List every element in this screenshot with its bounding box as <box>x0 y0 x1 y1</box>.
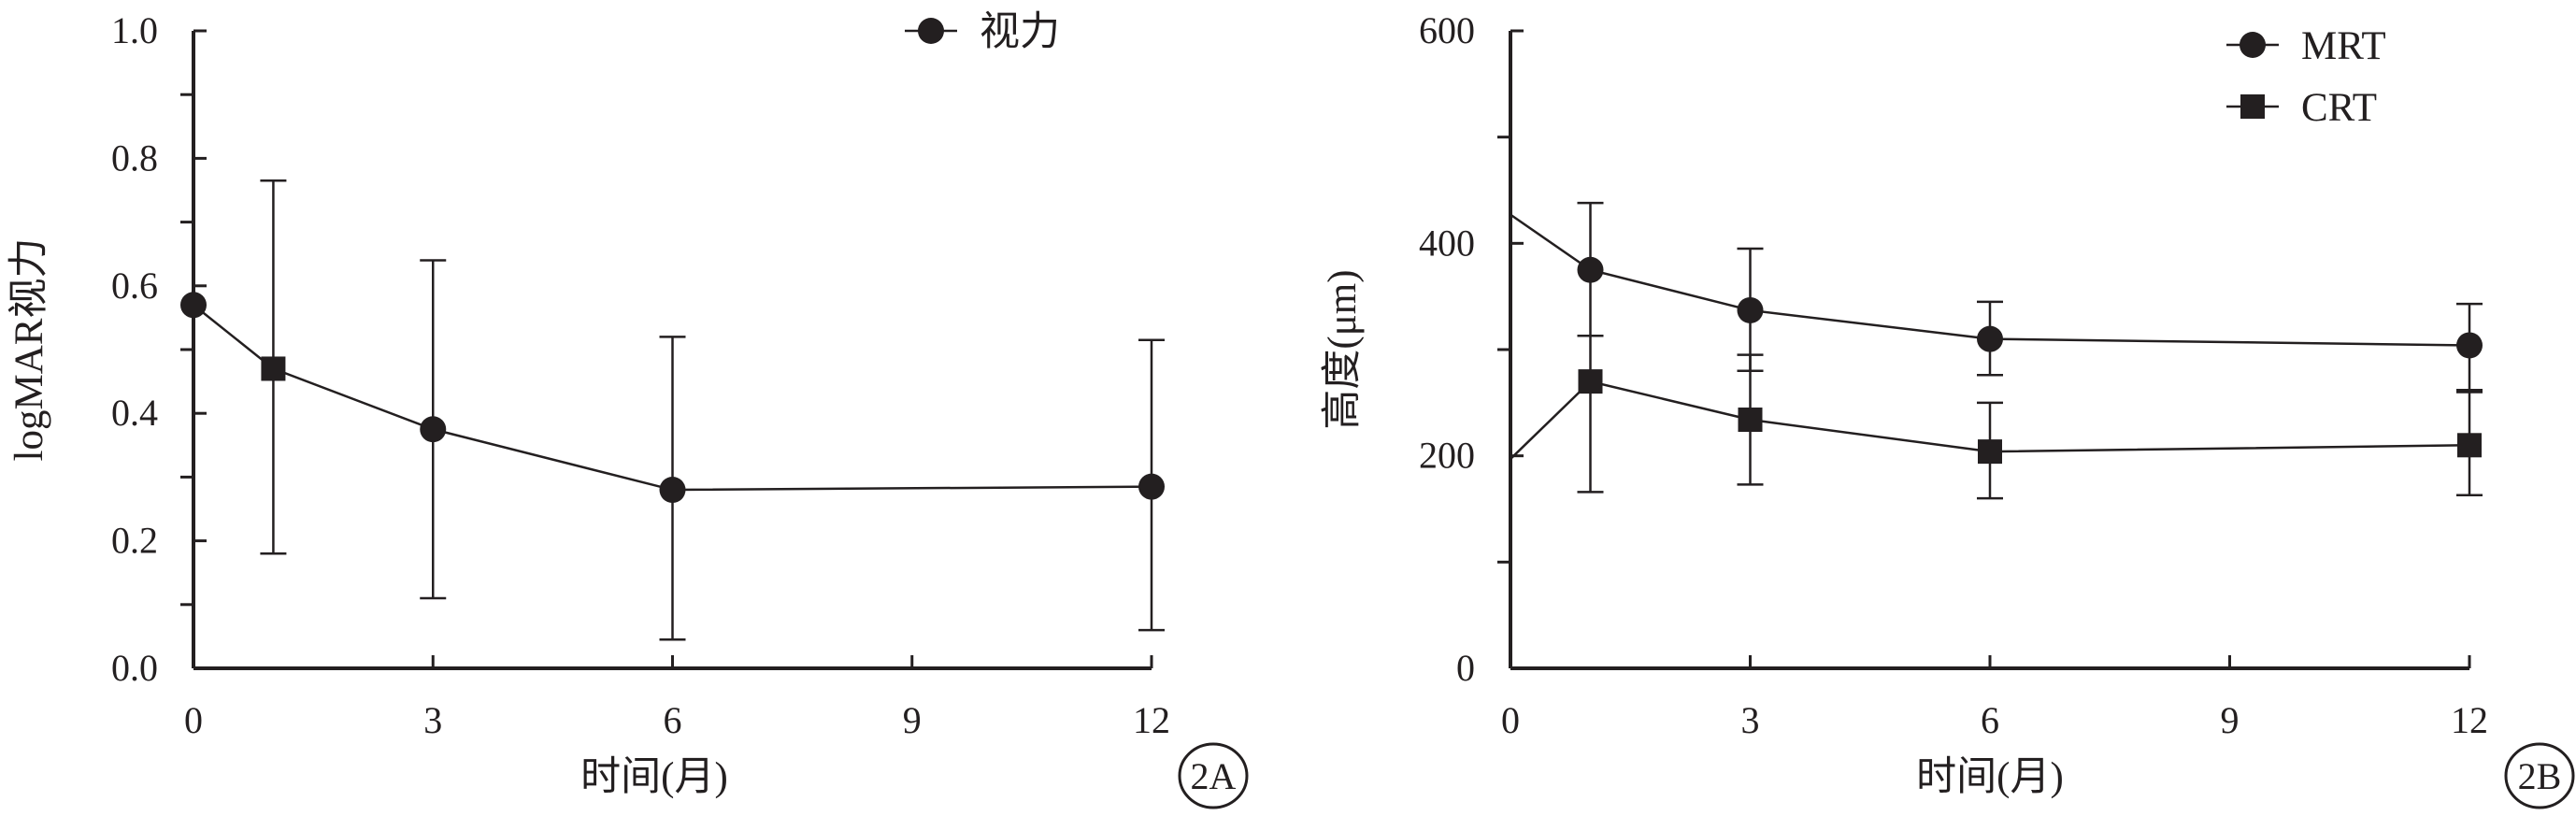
data-point <box>659 477 686 504</box>
legend-marker <box>2240 94 2265 119</box>
chart-panel-a: 0.0 0.2 0.4 0.6 0.8 1.0 0 3 6 9 12 时间(月) logMAR视力 2A 视… <box>7 9 1249 809</box>
data-point <box>1737 296 1764 323</box>
legend-marker <box>918 18 944 44</box>
data-point <box>1577 256 1604 283</box>
y-axis-title: 高度(μm) <box>1321 269 1365 429</box>
x-tick-label: 9 <box>903 699 922 741</box>
x-tick-label: 3 <box>423 699 442 741</box>
y-tick-label: 200 <box>1419 435 1475 477</box>
panel-badge-label: 2B <box>2518 755 2562 797</box>
y-tick-label: 1.0 <box>111 9 158 51</box>
x-tick-label: 6 <box>664 699 682 741</box>
x-tick-label: 0 <box>1501 699 1520 741</box>
y-tick-label: 0.4 <box>111 392 158 434</box>
data-point <box>1978 439 2002 465</box>
panel-badge-circle <box>1178 742 1249 809</box>
series-1: MRT <box>1510 24 2483 392</box>
y-tick-label: 0 <box>1456 647 1475 689</box>
y-axis-title: logMAR视力 <box>7 238 51 462</box>
legend-label: 视力 <box>980 10 1060 54</box>
x-tick-label: 0 <box>184 699 203 741</box>
y-tick-label: 0.0 <box>111 647 158 689</box>
panel-badge-circle <box>2504 742 2575 809</box>
y-tick-label: 400 <box>1419 222 1475 264</box>
y-tick-label: 600 <box>1419 9 1475 51</box>
data-point <box>1738 408 1763 433</box>
series-2: CRT <box>1510 86 2483 500</box>
legend-marker <box>2240 32 2266 58</box>
data-point <box>420 416 447 443</box>
panel-badge-label: 2A <box>1191 755 1237 797</box>
x-axis-title: 时间(月) <box>580 755 728 799</box>
x-tick-label: 12 <box>2451 699 2488 741</box>
data-point <box>2457 433 2482 458</box>
x-tick-label: 6 <box>1981 699 1999 741</box>
legend-label: CRT <box>2301 86 2377 130</box>
x-tick-label: 3 <box>1741 699 1760 741</box>
x-tick-label: 12 <box>1133 699 1170 741</box>
data-point <box>2456 332 2483 359</box>
data-point <box>180 292 207 319</box>
data-point <box>1138 473 1165 500</box>
y-tick-label: 0.6 <box>111 265 158 307</box>
data-point <box>261 356 286 381</box>
legend-label: MRT <box>2301 24 2386 68</box>
y-tick-label: 0.8 <box>111 136 158 179</box>
x-tick-label: 9 <box>2221 699 2240 741</box>
data-point <box>1977 325 2003 352</box>
chart-panel-b: 0 200 400 600 0 3 6 9 12 时间(月) 高度(μm) 2B MRT CRT <box>1321 9 2575 809</box>
y-tick-label: 0.2 <box>111 520 158 562</box>
series-1: 视力 <box>180 10 1165 641</box>
data-point <box>1578 369 1603 394</box>
x-axis-title: 时间(月) <box>1916 755 2064 799</box>
